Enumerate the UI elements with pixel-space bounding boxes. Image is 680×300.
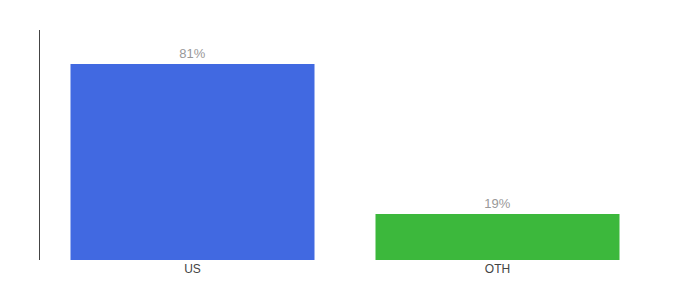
svg-text:19%: 19%	[484, 196, 510, 211]
svg-text:81%: 81%	[179, 46, 205, 61]
svg-text:US: US	[184, 262, 201, 276]
svg-text:OTH: OTH	[485, 262, 510, 276]
